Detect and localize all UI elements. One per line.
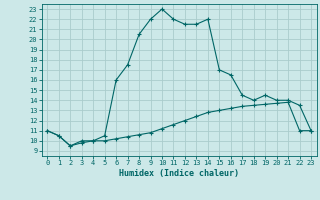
X-axis label: Humidex (Indice chaleur): Humidex (Indice chaleur): [119, 169, 239, 178]
